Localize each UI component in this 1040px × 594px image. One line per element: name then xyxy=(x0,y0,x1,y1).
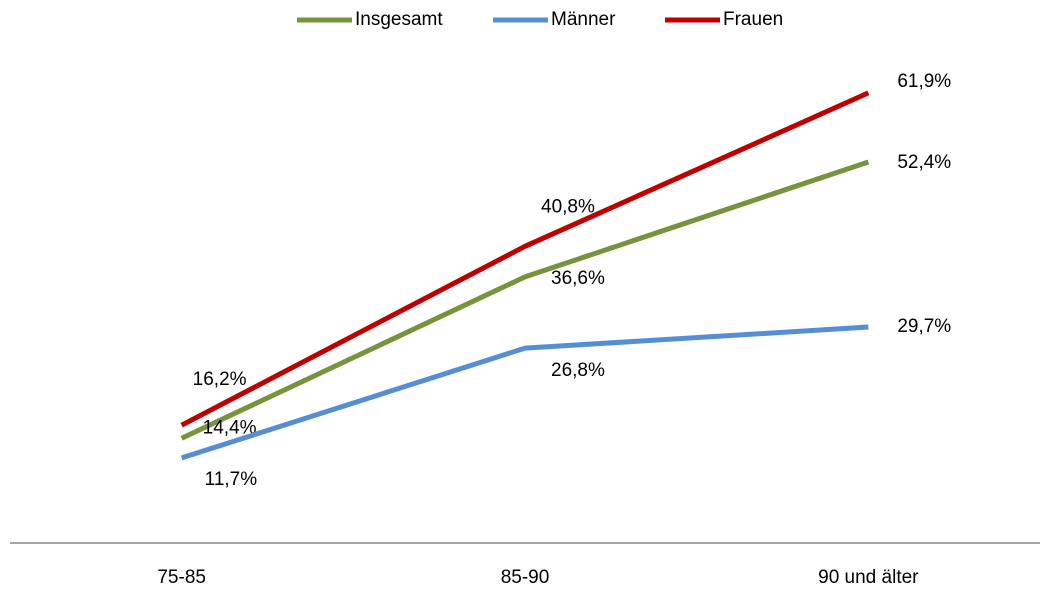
data-label: 26,8% xyxy=(551,360,605,381)
data-label: 61,9% xyxy=(897,71,951,92)
data-label: 36,6% xyxy=(551,268,605,289)
data-label: 40,8% xyxy=(541,196,595,217)
data-label: 52,4% xyxy=(897,152,951,173)
data-label: 14,4% xyxy=(203,417,257,438)
series-line xyxy=(180,159,870,441)
legend-label: Männer xyxy=(551,9,616,30)
data-label: 29,7% xyxy=(897,316,951,337)
legend-label: Frauen xyxy=(723,9,783,30)
legend-label: Insgesamt xyxy=(355,9,443,30)
series-line xyxy=(180,324,869,461)
x-tick-label: 75-85 xyxy=(157,567,206,588)
data-label: 11,7% xyxy=(205,469,258,490)
series-line xyxy=(180,90,870,428)
data-label: 16,2% xyxy=(193,369,247,390)
x-tick-label: 85-90 xyxy=(501,567,550,588)
x-tick-label: 90 und älter xyxy=(818,567,919,588)
